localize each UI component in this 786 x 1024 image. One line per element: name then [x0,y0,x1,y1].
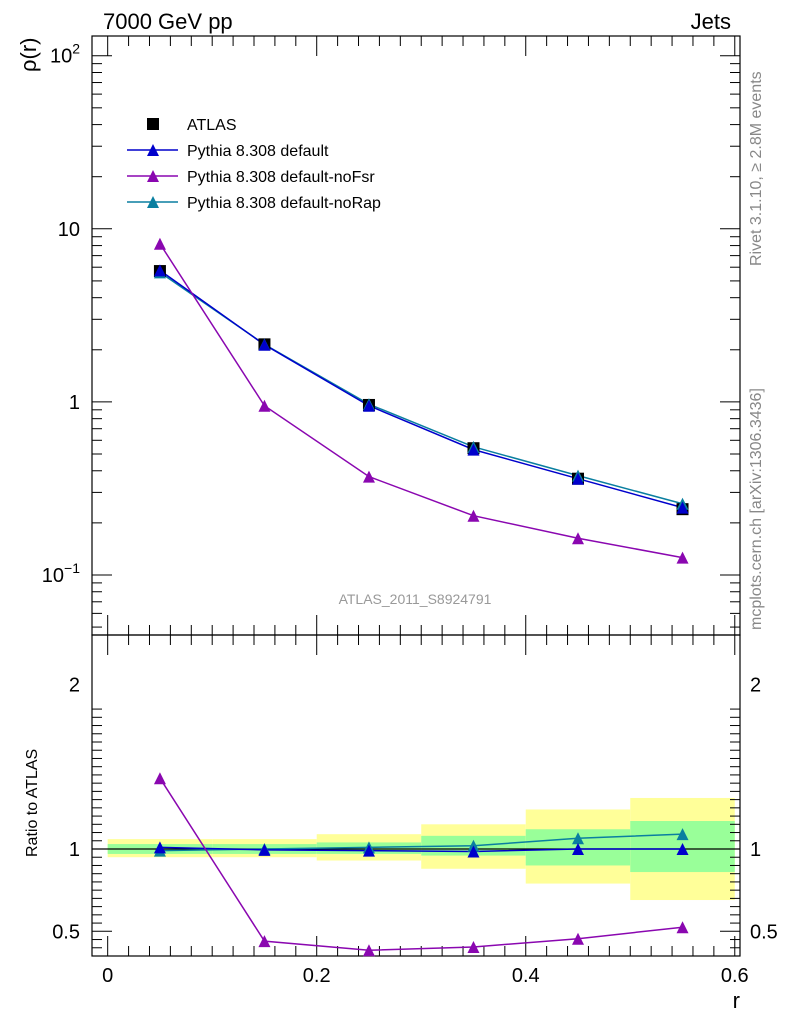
main-point-noFsr [153,237,166,250]
x-tick-label: 0.4 [512,965,540,987]
main-point-default [258,338,271,351]
legend-marker-atlas [147,118,159,130]
ratio-point-default [676,843,689,855]
ratio-point-noFsr [467,940,480,953]
ratio-series-line-noFsr [159,777,683,951]
main-point-default [676,501,689,514]
ratio-point-noFsr [572,932,584,945]
main-point-default [572,472,584,485]
ratio-point-noFsr [258,935,271,948]
ratio-point-noFsr [676,921,689,934]
main-y-tick-label: 10−1 [42,560,80,587]
ratio-point-default [572,843,584,855]
ratio-y-tick-label-right: 1 [750,839,761,861]
main-y-tick-label: 102 [50,41,80,68]
ratio-y-tick-label: 2 [69,674,80,696]
header-left-title: 7000 GeV pp [103,9,233,34]
legend-label-atlas: ATLAS [187,117,237,134]
x-tick-label: 0 [102,965,113,987]
ratio-point-noRap [572,832,584,845]
ratio-y-tick-label-right: 2 [750,674,761,696]
main-point-noFsr [258,399,271,412]
main-point-noFsr [676,551,689,564]
main-y-tick-label: 10 [58,219,80,241]
ratio-y-tick-label-right: 0.5 [750,921,778,943]
legend-label-norap: Pythia 8.308 default-noRap [187,195,381,212]
legend-marker-default [147,144,159,156]
main-point-noFsr [362,470,375,483]
legend-label-default: Pythia 8.308 default [187,143,329,160]
main-point-noFsr [572,532,584,545]
main-point-default [467,443,480,456]
ratio-y-tick-label: 0.5 [52,921,80,943]
rivet-label: Rivet 3.1.10, ≥ 2.8M events [748,71,765,266]
legend-marker-nofsr [147,170,159,182]
ratio-point-default [467,845,480,858]
ratio-series-line-default [159,846,683,853]
main-point-default [362,399,375,412]
ratio-point-default [258,843,271,856]
ratio-plot-frame [91,634,741,957]
main-series-line-noRap [159,271,683,505]
ratio-point-default [153,841,166,854]
ratio-point-noRap [676,828,689,841]
main-y-axis-title: ρ(r) [16,38,41,73]
ratio-y-tick-label: 1 [69,839,80,861]
main-y-tick-label: 1 [69,392,80,414]
x-tick-label: 0.2 [303,965,331,987]
analysis-label: ATLAS_2011_S8924791 [339,591,492,607]
ratio-point-default [362,844,375,857]
legend-label-nofsr: Pythia 8.308 default-noFsr [187,169,375,186]
main-series-line-noFsr [159,243,683,559]
x-tick-label: 0.6 [721,965,749,987]
ratio-point-noFsr [153,772,166,785]
x-axis-title: r [733,988,740,1013]
legend: ATLAS Pythia 8.308 default Pythia 8.308 … [127,117,381,212]
source-label: mcplots.cern.ch [arXiv:1306.3436] [748,388,765,630]
ratio-point-noFsr [362,944,375,957]
legend-marker-norap [147,196,159,208]
ratio-y-axis-title: Ratio to ATLAS [24,749,41,857]
main-series-line-default [159,269,683,509]
header-right-title: Jets [691,9,731,34]
main-point-default [153,264,166,277]
main-point-noFsr [467,509,480,522]
